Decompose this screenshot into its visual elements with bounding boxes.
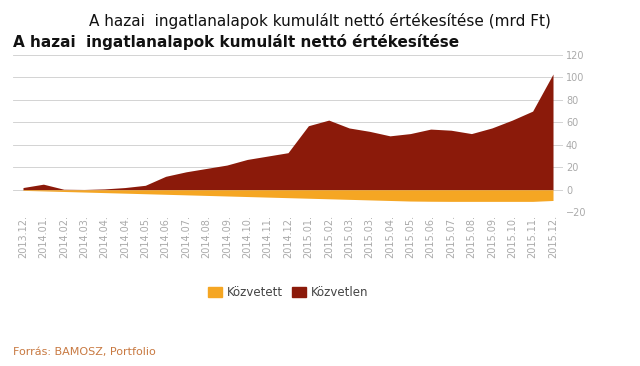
Text: A hazai  ingatlanalapok kumulált nettó értékesítése (mrd Ft): A hazai ingatlanalapok kumulált nettó ér… [89, 13, 551, 29]
Legend: Közvetett, Közvetlen: Közvetett, Közvetlen [203, 281, 373, 304]
Text: A hazai  ingatlanalapok kumulált nettó értékesítése: A hazai ingatlanalapok kumulált nettó ér… [13, 34, 459, 49]
Text: Forrás: BAMOSZ, Portfolio: Forrás: BAMOSZ, Portfolio [13, 347, 156, 357]
